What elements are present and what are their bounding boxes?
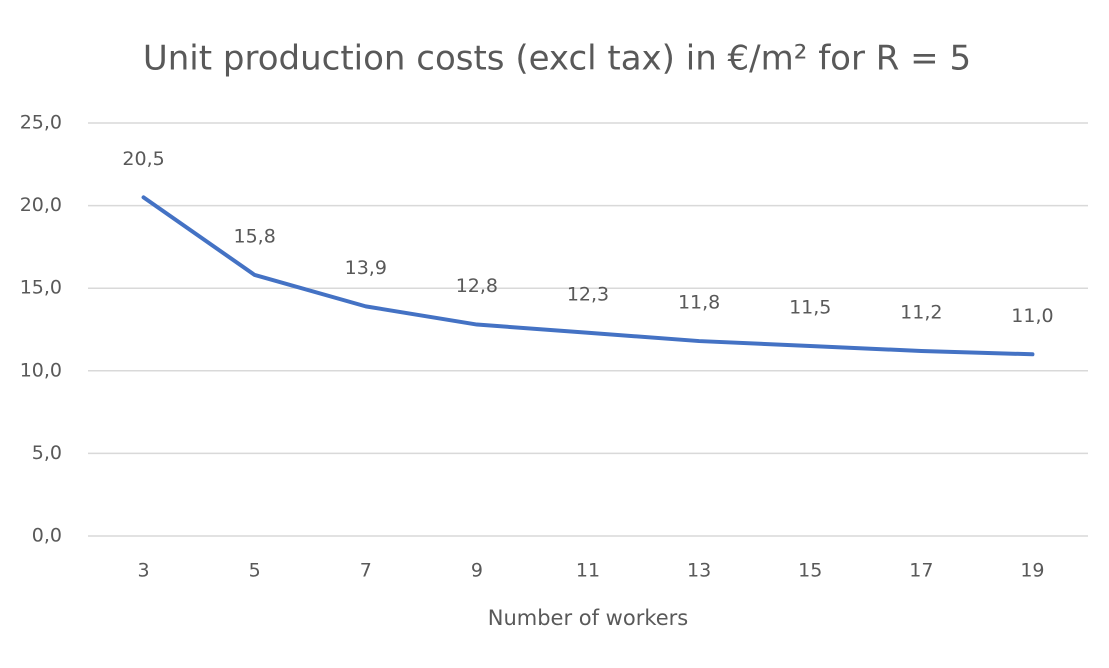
x-axis-title: Number of workers (488, 606, 689, 630)
data-label: 15,8 (234, 225, 276, 247)
data-label: 11,5 (789, 297, 831, 319)
y-tick-label: 10,0 (20, 359, 62, 381)
x-tick-label: 13 (687, 560, 711, 582)
y-tick-label: 15,0 (20, 277, 62, 299)
data-label: 11,2 (900, 301, 942, 323)
x-tick-label: 3 (138, 560, 150, 582)
y-tick-label: 25,0 (20, 112, 62, 134)
y-tick-label: 0,0 (32, 525, 62, 547)
data-label: 13,9 (345, 257, 387, 279)
data-label: 11,0 (1011, 305, 1053, 327)
data-label: 12,8 (456, 275, 498, 297)
x-tick-label: 7 (360, 560, 372, 582)
x-tick-label: 9 (471, 560, 483, 582)
x-tick-label: 11 (576, 560, 600, 582)
y-tick-label: 20,0 (20, 194, 62, 216)
data-label: 20,5 (122, 148, 164, 170)
chart-title: Unit production costs (excl tax) in €/m²… (143, 39, 971, 79)
line (141, 195, 1035, 357)
x-tick-label: 15 (798, 560, 822, 582)
x-tick-label: 5 (249, 560, 261, 582)
y-tick-label: 5,0 (32, 442, 62, 464)
data-label: 12,3 (567, 283, 609, 305)
x-tick-label: 19 (1020, 560, 1044, 582)
x-tick-label: 17 (909, 560, 933, 582)
data-label: 11,8 (678, 292, 720, 314)
